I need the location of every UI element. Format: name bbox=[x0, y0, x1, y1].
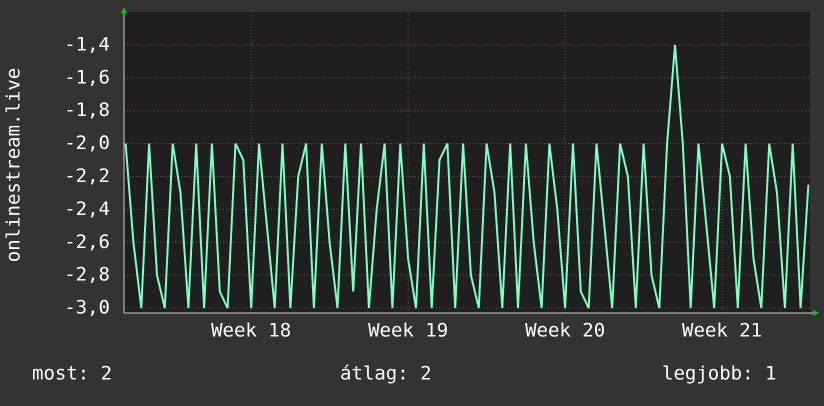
legend-current: most: 2 bbox=[32, 363, 112, 385]
axis-arrow bbox=[813, 310, 819, 316]
y-tick-label: -2,2 bbox=[64, 165, 110, 187]
y-tick-label: -2,4 bbox=[64, 198, 110, 220]
y-axis-label: onlinestream.live bbox=[3, 68, 25, 262]
x-tick-label: Week 18 bbox=[211, 320, 291, 342]
legend-best: legjobb: 1 bbox=[662, 363, 776, 385]
legend-average: átlag: 2 bbox=[340, 363, 432, 385]
y-tick-label: -1,4 bbox=[64, 33, 110, 55]
x-tick-label: Week 20 bbox=[525, 320, 605, 342]
y-tick-label: -2,8 bbox=[64, 264, 110, 286]
plot-area bbox=[124, 12, 810, 313]
y-tick-label: -3,0 bbox=[64, 297, 110, 319]
data-line bbox=[124, 44, 810, 309]
x-tick-label: Week 21 bbox=[682, 320, 762, 342]
y-tick-label: -2,0 bbox=[64, 132, 110, 154]
y-tick-label: -2,6 bbox=[64, 231, 110, 253]
x-tick-label: Week 19 bbox=[368, 320, 448, 342]
y-tick-label: -1,8 bbox=[64, 99, 110, 121]
plot: -3,0 -2,8 -2,6 -2,4 -2,2 -2,0 -1,8 -1,6 -1,4 Week… bbox=[64, 12, 810, 342]
axis-arrow bbox=[121, 7, 127, 13]
y-tick-label: -1,6 bbox=[64, 66, 110, 88]
